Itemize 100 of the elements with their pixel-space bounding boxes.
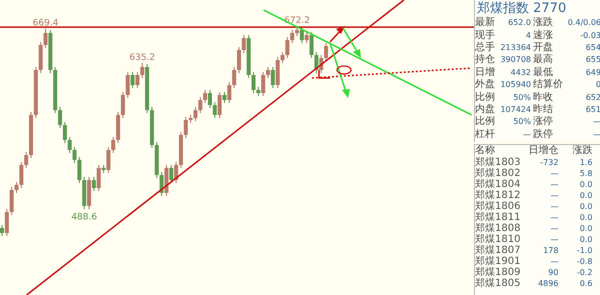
category-label: 名称 xyxy=(475,145,496,157)
category-label: 日增仓 xyxy=(527,145,558,157)
candlestick xyxy=(324,42,328,62)
text: 最低 xyxy=(533,66,553,78)
text: 速涨 xyxy=(533,30,553,41)
text: 郑煤1804 xyxy=(475,179,520,190)
text: 最高 xyxy=(533,54,553,66)
candlestick xyxy=(300,26,304,44)
text: — xyxy=(550,202,558,211)
text: 107424 xyxy=(500,104,531,114)
text: 郑煤1809 xyxy=(475,267,520,278)
candlestick xyxy=(203,89,208,104)
text: 0.0 xyxy=(580,213,592,222)
candlestick xyxy=(310,32,314,58)
text: 日增 xyxy=(475,66,495,78)
candlestick xyxy=(256,86,260,97)
text: 105940 xyxy=(500,80,531,90)
text: 最新 xyxy=(475,17,495,28)
text: 总手 xyxy=(475,42,495,53)
text: 内盘 xyxy=(475,104,495,115)
candlestick xyxy=(72,146,77,164)
text: 90 xyxy=(548,268,558,277)
text: 0.0 xyxy=(580,191,592,200)
text: — xyxy=(550,235,558,244)
candlestick xyxy=(14,181,19,194)
candlestick xyxy=(266,66,270,78)
text: 昨结 xyxy=(533,104,553,115)
candlestick xyxy=(261,72,266,97)
text: 涨跌 xyxy=(533,17,553,28)
candlestick xyxy=(212,102,217,119)
text: 现手 xyxy=(475,30,495,41)
text: -0.2 xyxy=(576,268,592,277)
text: 651 xyxy=(586,104,600,114)
text: 178 xyxy=(543,246,558,255)
candlestick xyxy=(304,32,309,44)
text: 50% xyxy=(513,92,531,102)
text: — xyxy=(550,169,558,178)
candlestick xyxy=(285,36,290,58)
candlestick xyxy=(44,28,48,49)
text: -1.0 xyxy=(576,246,592,255)
text: 50% xyxy=(513,117,531,126)
candlestick xyxy=(290,30,294,44)
candlestick xyxy=(222,92,226,104)
text: 4432 xyxy=(510,68,531,77)
text: 比例 xyxy=(475,116,495,128)
candlestick xyxy=(130,72,135,89)
text: 655 xyxy=(586,55,600,64)
candlestick xyxy=(270,66,275,89)
text: 郑煤1802 xyxy=(475,168,520,179)
candlestick xyxy=(58,106,62,128)
text: — xyxy=(550,224,558,233)
text: 郑煤1805 xyxy=(475,278,520,289)
text: 4896 xyxy=(538,279,558,288)
text: — xyxy=(550,213,558,222)
text: 郑煤指数 2770 xyxy=(476,0,568,16)
text: 杠杆 xyxy=(475,128,495,140)
text: — xyxy=(550,180,558,189)
annotation: 669.4 xyxy=(32,18,59,29)
candlestick xyxy=(208,89,212,108)
text: 5.8 xyxy=(580,169,592,178)
text: 1.6 xyxy=(580,158,592,167)
text: -0.03 xyxy=(580,30,600,40)
text: 0.0 xyxy=(580,224,592,233)
text: 昨收 xyxy=(533,92,553,103)
candlestick xyxy=(237,46,241,74)
text: 390708 xyxy=(500,55,531,64)
annotation: 488.6 xyxy=(71,212,98,222)
candlestick xyxy=(193,106,198,122)
text: 0.0 xyxy=(580,202,592,211)
candlestick xyxy=(227,81,232,104)
annotation: 635.2 xyxy=(129,52,156,63)
candlestick xyxy=(120,92,125,119)
candlestick xyxy=(140,62,144,78)
text: -0.8 xyxy=(576,257,592,266)
text: 比例 xyxy=(475,92,495,103)
candlestick xyxy=(96,164,101,192)
text: 郑煤1803 xyxy=(475,157,520,168)
candlestick xyxy=(10,186,14,216)
candlestick xyxy=(252,72,256,94)
text: 652.0 xyxy=(508,18,531,28)
text: -732 xyxy=(540,158,558,167)
candlestick xyxy=(218,92,222,119)
candlestick xyxy=(106,146,110,174)
candlestick xyxy=(4,208,9,236)
candlestick xyxy=(184,116,188,139)
text: 郑煤1811 xyxy=(475,212,520,223)
text: — xyxy=(550,191,558,200)
category-label: 涨跌 xyxy=(571,145,592,157)
text: 郑煤1806 xyxy=(475,201,520,212)
candlestick xyxy=(169,164,174,184)
candlestick xyxy=(111,136,116,154)
candlestick xyxy=(280,52,285,64)
candlestick xyxy=(24,151,28,168)
candlestick xyxy=(62,122,67,144)
candlestick xyxy=(77,156,82,184)
candlestick xyxy=(126,72,130,98)
text: 郑煤1807 xyxy=(475,245,520,256)
text: 持仓 xyxy=(475,54,495,66)
candlestick xyxy=(232,66,236,89)
candlestick xyxy=(68,136,72,154)
